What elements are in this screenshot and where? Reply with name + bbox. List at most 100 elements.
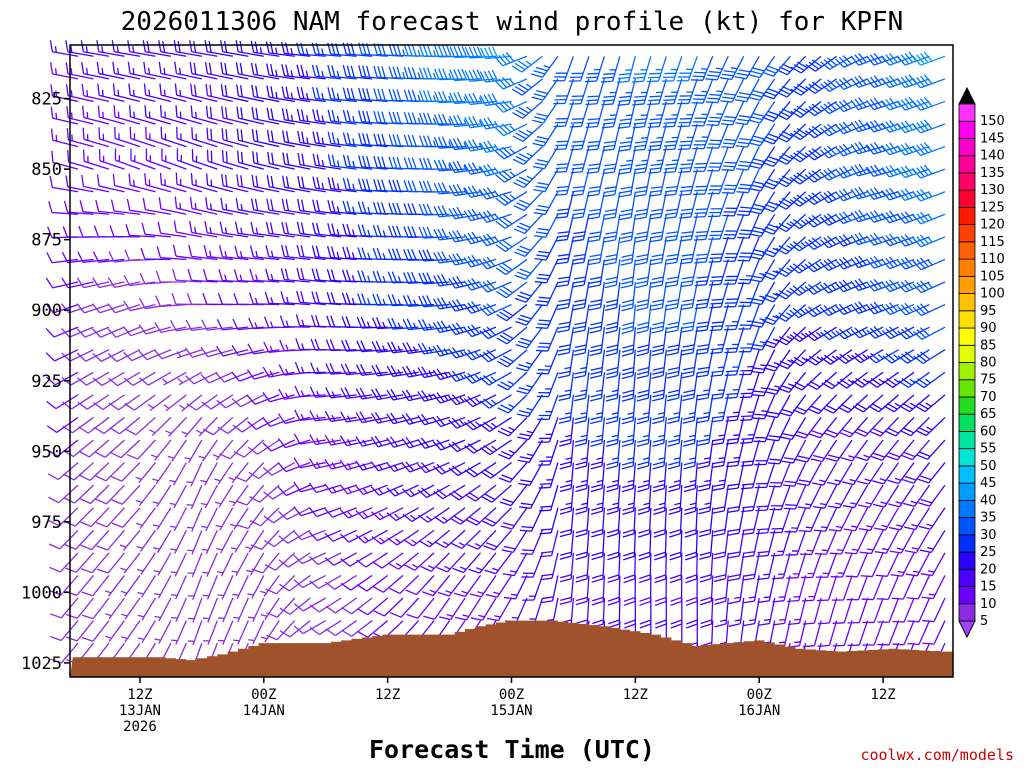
barb-full [748,142,761,147]
barb-full [327,223,332,235]
barb-staff [219,507,234,531]
barb-full [315,245,320,258]
barb-full [494,80,504,90]
barb-staff [632,394,637,421]
barb-full [285,86,290,99]
barb-full [667,321,680,326]
barb-full [205,105,209,118]
barb-full [502,309,514,317]
barb-full [422,272,429,284]
barb-full [464,445,474,454]
barb-staff [750,349,760,375]
barb-full [262,391,271,403]
barb-full [560,529,572,534]
barb-full [537,346,550,349]
barb-staff [546,281,559,306]
barb-half [148,67,151,75]
barb-full [127,40,131,52]
wind-barb [265,41,295,57]
barb-full [448,348,457,359]
barb-full [619,144,631,148]
barb-staff [759,146,776,169]
barb-half [448,73,452,80]
barb-half [463,187,468,195]
barb-full [277,437,286,448]
barb-half [673,457,681,460]
barb-full [448,185,456,196]
barb-full [308,555,319,565]
barb-full [482,304,492,315]
barb-full [636,420,649,425]
barb-full [396,202,402,215]
barb-full [621,299,634,304]
wind-barb [479,69,512,83]
barb-staff [139,507,156,530]
barb-full [739,183,752,187]
wind-barb [402,318,435,331]
barb-half [162,378,168,384]
barb-full [471,254,480,266]
barb-full [707,97,720,100]
barb-full [536,277,549,280]
barb-half [459,566,467,571]
barb-staff [717,101,729,126]
wind-barb [171,292,202,306]
barb-full [108,251,115,263]
barb-full [742,551,755,555]
barb-staff [440,394,466,404]
barb-full [143,61,147,74]
wind-barb [515,304,543,326]
wind-barb [206,127,234,148]
barb-full [124,403,135,411]
wind-barb [721,146,745,172]
barb-full [190,172,193,185]
barb-half [397,276,402,283]
barb-staff [144,233,171,238]
wind-barb [176,148,203,170]
barb-full [705,101,718,104]
barb-full [637,366,650,372]
wind-barb [569,78,590,105]
barb-full [637,438,649,443]
barb-full [636,374,649,380]
barb-half [509,148,516,154]
barb-half [121,636,128,640]
wind-barb [162,371,187,386]
barb-full [47,449,58,457]
barb-staff [618,597,621,625]
barb-full [650,261,662,266]
barb-full [698,461,710,465]
barb-full [695,280,708,283]
barb-full [418,203,425,216]
barb-full [710,396,723,400]
wind-barb [153,529,172,553]
barb-staff [439,168,466,172]
wind-barb [496,281,528,299]
barb-full [721,146,734,149]
barb-half [417,94,421,102]
wind-barb [748,146,776,170]
barb-full [251,84,255,97]
barb-staff [92,597,110,620]
barb-full [479,400,490,409]
barb-full [330,246,336,258]
barb-staff [735,304,745,330]
barb-full [558,370,571,375]
barb-full [107,277,116,288]
barb-staff [107,529,125,551]
barb-staff [408,349,435,354]
barb-full [683,438,696,443]
barb-full [205,197,209,210]
barb-full [603,118,616,121]
barb-staff [615,259,621,286]
barb-full [472,46,479,58]
wind-barb [310,362,342,375]
barb-staff [361,371,388,376]
barb-full [663,121,676,124]
barb-staff [263,575,280,597]
wind-barb [195,416,218,437]
barb-staff [456,394,481,406]
wind-barb [559,530,575,560]
barb-half [136,545,143,549]
barb-full [371,536,382,545]
